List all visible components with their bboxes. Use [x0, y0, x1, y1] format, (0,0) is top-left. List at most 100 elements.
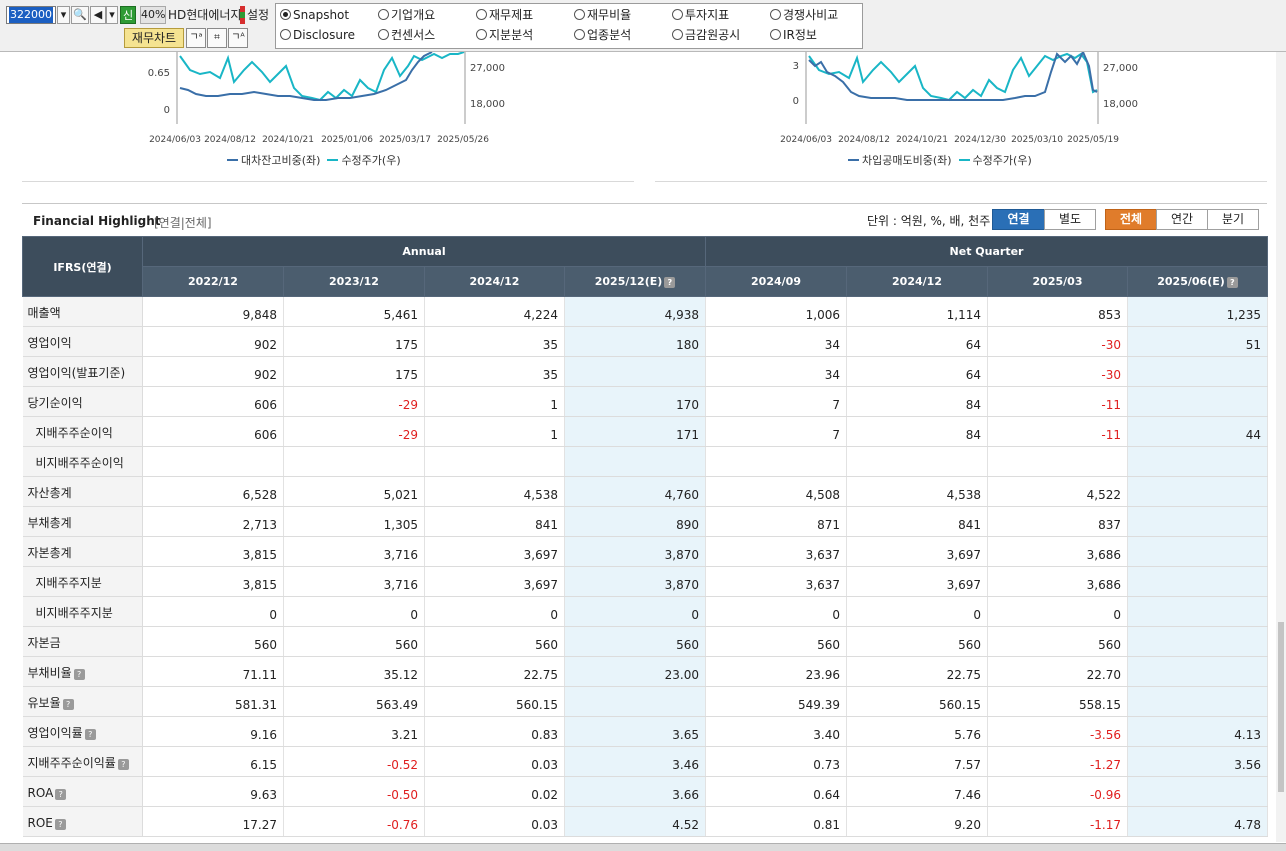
row-label-text: 자본금 [27, 636, 61, 650]
table-cell: 3,697 [846, 536, 989, 567]
x-tick: 2025/01/06 [321, 135, 373, 145]
stock-code-input[interactable]: 322000 [6, 6, 56, 24]
legend-label: 대차잔고비중(좌) [241, 154, 321, 167]
table-cell: 35 [424, 356, 565, 387]
help-icon[interactable]: ? [117, 759, 129, 770]
help-icon[interactable]: ? [73, 669, 85, 680]
table-cell: 3,637 [705, 566, 848, 597]
legend-swatch [327, 159, 339, 161]
period-all-toggle[interactable]: 전체 [1105, 209, 1157, 230]
row-label: 지배주주순이익 [22, 416, 143, 447]
search-icon[interactable]: 🔍 [71, 6, 89, 24]
table-cell: 23.96 [705, 656, 848, 687]
menu-peer-comparison[interactable]: 경쟁사비교 [770, 7, 838, 23]
radio-icon [574, 9, 585, 20]
table-cell: 560.15 [424, 686, 565, 717]
table-cell: 3,686 [987, 566, 1129, 597]
table-cell: 34 [705, 326, 848, 357]
table-row: 비지배주주지분 0 0 0 0 0 0 0 [22, 596, 1269, 627]
row-label-text: 매출액 [27, 306, 61, 320]
row-label-text: 지배주주순이익률 [27, 756, 116, 770]
table-cell: 0.64 [705, 776, 848, 807]
table-row: ROE? 17.27 -0.76 0.03 4.52 0.81 9.20 -1.17 4.78 [22, 806, 1269, 837]
table-cell: 22.75 [424, 656, 565, 687]
help-icon[interactable]: ? [1226, 277, 1238, 288]
table-cell: 0 [424, 596, 565, 627]
table-cell [1127, 446, 1269, 477]
help-icon[interactable]: ? [54, 818, 66, 830]
table-row: ROA? 9.63 -0.50 0.02 3.66 0.64 7.46 -0.96 [22, 776, 1269, 807]
table-cell: 64 [846, 356, 989, 387]
table-cell: 22.75 [846, 656, 989, 687]
row-label-text: 부채총계 [27, 516, 72, 530]
menu-disclosure[interactable]: Disclosure [280, 27, 355, 43]
table-cell: 0 [846, 596, 989, 627]
row-label-text: 유보율 [27, 696, 61, 710]
menu-label: IR정보 [783, 28, 817, 42]
menu-fss-disclosure[interactable]: 금감원공시 [672, 27, 740, 43]
company-flag-icon [240, 6, 245, 24]
table-cell: -3.56 [987, 716, 1129, 747]
table-cell: 837 [987, 506, 1129, 537]
table-cell [705, 446, 848, 477]
table-cell: 0 [142, 596, 284, 627]
x-tick: 2024/10/21 [262, 135, 314, 145]
speaker-dropdown-button[interactable]: ▾ [106, 6, 118, 24]
menu-consensus[interactable]: 컨센서스 [378, 27, 435, 43]
row-label: 자본금 [22, 626, 143, 657]
menu-shareholding[interactable]: 지분분석 [476, 27, 533, 43]
table-cell: 3,686 [987, 536, 1129, 567]
table-row: 영업이익(발표기준) 902 175 35 34 64 -30 [22, 356, 1269, 387]
table-cell: 1 [424, 416, 565, 447]
font-size-down-icon[interactable]: ㄱᵃ [186, 28, 206, 48]
y-left-tick: 0 [164, 105, 170, 116]
scrollbar-thumb[interactable] [1278, 622, 1284, 792]
speaker-icon[interactable]: ◀ [90, 6, 106, 24]
table-row: 지배주주지분 3,815 3,716 3,697 3,870 3,637 3,697 3,68… [22, 566, 1269, 597]
menu-industry-analysis[interactable]: 업종분석 [574, 27, 631, 43]
help-icon[interactable]: ? [62, 699, 74, 710]
financial-highlight-header: Financial Highlight [연결|전체] 단위 : 억원, %, … [22, 203, 1267, 235]
menu-label: 투자지표 [685, 8, 730, 22]
top-toolbar: 322000 ▾ 🔍 ◀ ▾ 신 40% HD현대에너지 설정 재무차트 ㄱᵃ … [0, 0, 1286, 52]
chart-legend: 대차잔고비중(좌) 수정주가(우) [227, 152, 401, 168]
period-annual-toggle[interactable]: 연간 [1156, 209, 1208, 230]
x-tick: 2025/05/19 [1067, 135, 1119, 145]
row-label-text: 자산총계 [27, 486, 72, 500]
separate-toggle[interactable]: 별도 [1044, 209, 1096, 230]
table-cell: 7.46 [846, 776, 989, 807]
stock-lending-chart-svg: 0.65 0 27,000 18,000 2024/06/03 2024/08/… [148, 51, 505, 145]
menu-financial-statements[interactable]: 재무제표 [476, 7, 533, 23]
font-size-up-icon[interactable]: ㄱᴬ [228, 28, 248, 48]
table-cell: 871 [705, 506, 848, 537]
settings-button[interactable]: 설정 [247, 8, 270, 22]
menu-label: 재무비율 [587, 8, 632, 22]
period-quarter-toggle[interactable]: 분기 [1207, 209, 1259, 230]
table-cell: 4,538 [424, 476, 565, 507]
table-cell: 3,716 [283, 536, 425, 567]
financial-chart-button[interactable]: 재무차트 [124, 28, 184, 48]
code-dropdown-button[interactable]: ▾ [57, 6, 70, 24]
row-label-text: 지배주주순이익 [35, 426, 113, 440]
table-cell [1127, 566, 1269, 597]
table-cell: 0.73 [705, 746, 848, 777]
menu-financial-ratios[interactable]: 재무비율 [574, 7, 631, 23]
menu-ir-info[interactable]: IR정보 [770, 27, 817, 43]
table-row: 매출액 9,848 5,461 4,224 4,938 1,006 1,114 853 1,23… [22, 296, 1269, 327]
table-cell: 4.52 [564, 806, 707, 837]
menu-snapshot[interactable]: Snapshot [280, 7, 349, 23]
table-row: 유보율? 581.31 563.49 560.15 549.39 560.15 558.15 [22, 686, 1269, 717]
fit-screen-icon[interactable]: ⌗ [207, 28, 227, 48]
table-cell: -11 [987, 386, 1129, 417]
help-icon[interactable]: ? [84, 729, 96, 740]
vertical-scrollbar[interactable] [1276, 52, 1286, 842]
help-icon[interactable]: ? [664, 277, 676, 288]
table-cell: 0 [564, 596, 707, 627]
table-cell: 560 [987, 626, 1129, 657]
menu-company-overview[interactable]: 기업개요 [378, 7, 435, 23]
consolidated-toggle[interactable]: 연결 [992, 209, 1045, 230]
table-cell: 3,697 [424, 566, 565, 597]
stock-code-text: 322000 [9, 7, 53, 23]
help-icon[interactable]: ? [55, 788, 67, 800]
menu-investment-indicators[interactable]: 투자지표 [672, 7, 729, 23]
